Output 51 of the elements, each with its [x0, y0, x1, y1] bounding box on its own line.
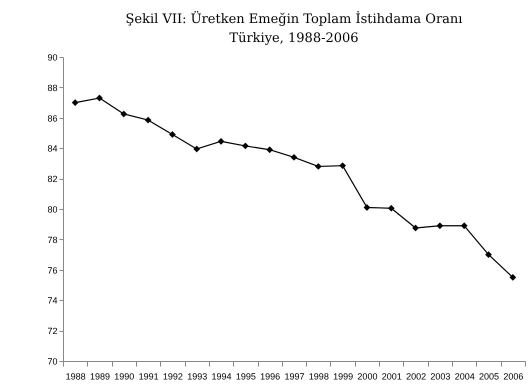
point — [460, 222, 468, 230]
point — [436, 222, 444, 230]
y-tick-label: 84 — [47, 144, 58, 154]
y-tick-label: 88 — [47, 82, 58, 93]
point — [266, 146, 274, 154]
x-tick-label: 1995 — [236, 372, 256, 382]
x-tick-label: 1989 — [90, 372, 110, 382]
point — [169, 131, 176, 138]
point — [485, 251, 492, 258]
x-tick-label: 2002 — [406, 372, 426, 382]
point — [218, 138, 224, 145]
y-tick-label: 80 — [47, 204, 58, 214]
x-tick-label: 2003 — [430, 372, 450, 382]
x-tick-label: 1993 — [187, 372, 208, 382]
y-tick-label: 72 — [47, 326, 58, 336]
y-tick-label: 76 — [47, 265, 58, 276]
x-tick-label: 2000 — [357, 372, 378, 382]
point — [314, 163, 322, 170]
x-tick-label: 1999 — [333, 372, 354, 382]
x-tick-label: 2001 — [382, 372, 402, 382]
chart-title: Şekil VII: Üretken Emeğin Toplam İstihdama Oranı — [126, 11, 462, 27]
point — [388, 204, 395, 212]
x-tick-label: 2004 — [454, 372, 475, 382]
point — [96, 94, 103, 102]
point — [364, 204, 370, 211]
point — [509, 274, 516, 281]
y-tick-label: 70 — [47, 356, 58, 366]
y-tick-label: 90 — [47, 52, 58, 62]
point — [412, 224, 419, 232]
x-tick-label: 1998 — [308, 372, 329, 382]
point — [72, 99, 79, 106]
x-tick-label: 1994 — [212, 372, 232, 382]
y-tick-label: 74 — [47, 296, 58, 306]
point — [242, 142, 249, 150]
y-tick-label: 86 — [47, 113, 58, 124]
point — [120, 110, 128, 118]
point — [339, 162, 346, 170]
point — [144, 116, 152, 124]
x-tick-label: 2006 — [503, 372, 524, 382]
x-tick-label: 1996 — [260, 372, 280, 382]
chart-subtitle: Türkiye, 1988-2006 — [229, 31, 359, 46]
x-tick-label: 1990 — [114, 372, 134, 382]
y-tick-label: 82 — [47, 174, 58, 184]
x-tick-label: 1991 — [138, 372, 159, 382]
x-tick-label: 1992 — [162, 372, 183, 382]
point — [193, 146, 200, 152]
x-tick-label: 1988 — [66, 372, 86, 382]
x-tick-label: 2005 — [479, 372, 500, 382]
y-tick-label: 78 — [47, 234, 58, 245]
point — [290, 154, 298, 161]
x-tick-label: 1997 — [284, 372, 305, 382]
